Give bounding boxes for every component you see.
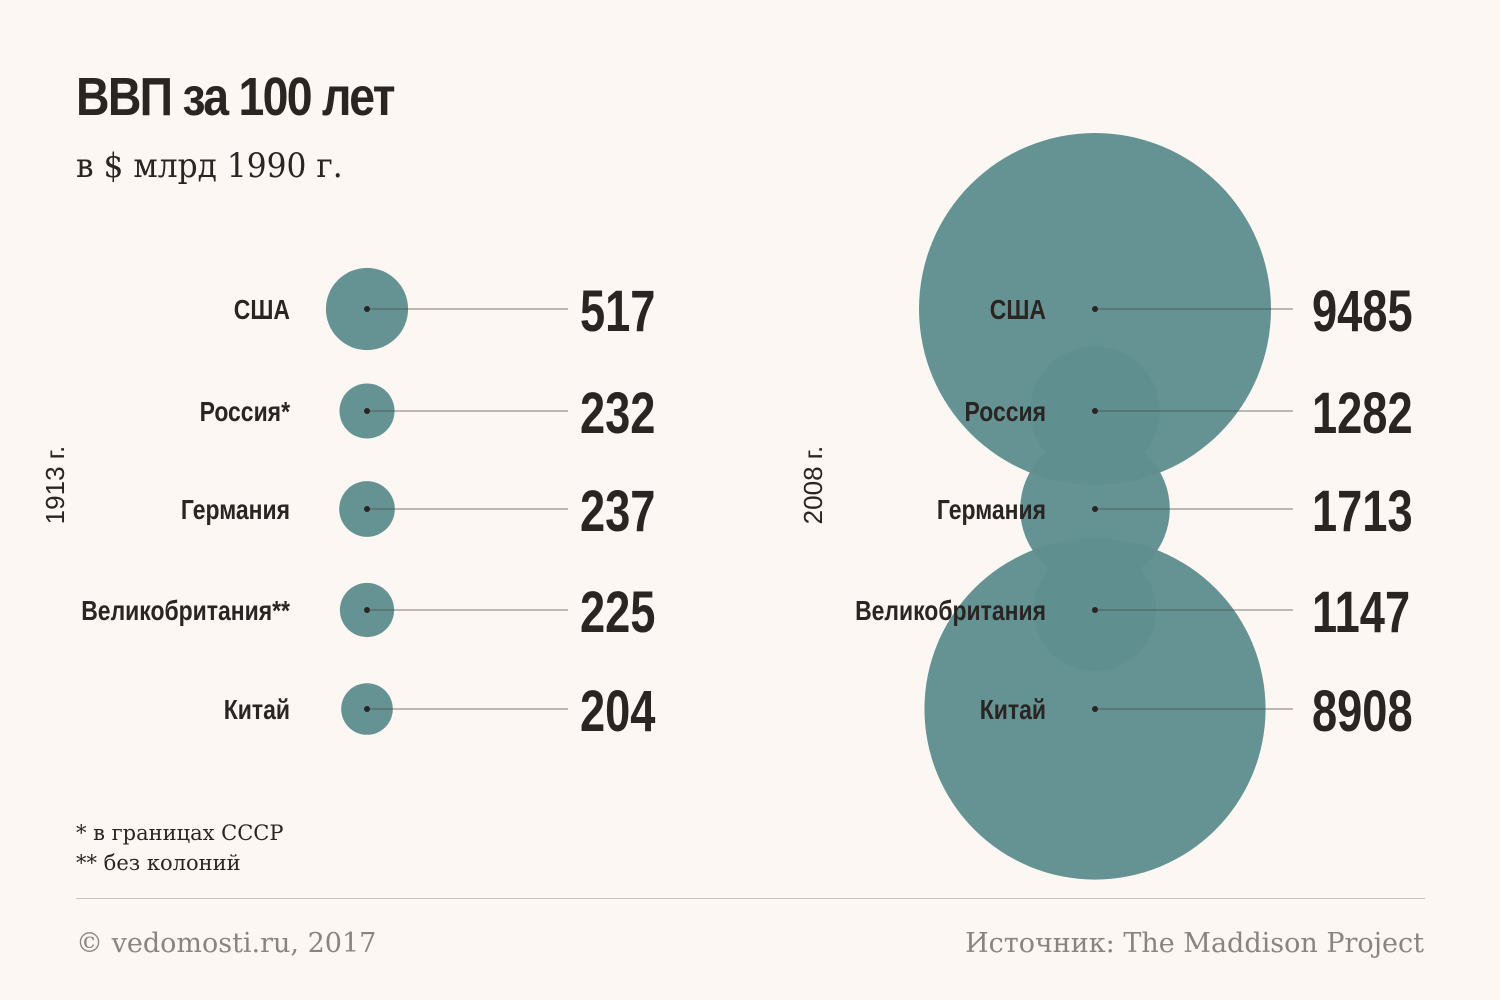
footnote-2: ** без колоний <box>76 851 241 875</box>
country-label-1-3: Великобритания <box>855 596 1046 627</box>
center-dot-1-1 <box>1092 408 1098 414</box>
country-label-0-0: США <box>234 295 290 326</box>
center-dot-0-1 <box>364 408 370 414</box>
source-note: Источник: The Maddison Project <box>965 928 1424 959</box>
country-label-1-4: Китай <box>980 695 1046 726</box>
page-subtitle: в $ млрд 1990 г. <box>76 146 343 186</box>
value-label-0-2: 237 <box>580 480 655 545</box>
center-dot-1-3 <box>1092 607 1098 613</box>
center-dot-0-0 <box>364 306 370 312</box>
country-label-0-3: Великобритания** <box>81 596 290 627</box>
country-label-0-1: Россия* <box>200 397 290 428</box>
value-label-0-4: 204 <box>580 680 656 745</box>
center-dot-0-4 <box>364 706 370 712</box>
center-dot-1-4 <box>1092 706 1098 712</box>
center-dot-0-3 <box>364 607 370 613</box>
value-label-1-0: 9485 <box>1312 280 1413 345</box>
center-dot-1-2 <box>1092 506 1098 512</box>
country-label-1-1: Россия <box>965 397 1046 428</box>
value-label-1-1: 1282 <box>1312 382 1413 447</box>
country-label-0-4: Китай <box>224 695 290 726</box>
value-label-1-4: 8908 <box>1312 680 1413 745</box>
value-label-0-1: 232 <box>580 382 655 447</box>
country-label-0-2: Германия <box>181 495 290 526</box>
center-dot-1-0 <box>1092 306 1098 312</box>
copyright-credit: © vedomosti.ru, 2017 <box>76 928 377 959</box>
footnotes: * в границах СССР ** без колоний <box>76 818 284 878</box>
year-label-0: 1913 г. <box>40 446 70 525</box>
country-label-1-0: США <box>990 295 1046 326</box>
year-label-1: 2008 г. <box>798 446 828 525</box>
value-label-0-3: 225 <box>580 581 655 646</box>
footer-divider <box>76 898 1425 899</box>
country-label-1-2: Германия <box>937 495 1046 526</box>
page-title: ВВП за 100 лет <box>76 67 395 127</box>
footnote-1: * в границах СССР <box>76 821 284 845</box>
value-label-1-2: 1713 <box>1312 480 1413 545</box>
labels-layer: 1913 г. США 517 Россия* 232 Германия 237 Велико… <box>40 280 1413 745</box>
value-label-1-3: 1147 <box>1312 581 1410 646</box>
center-dot-0-2 <box>364 506 370 512</box>
value-label-0-0: 517 <box>580 280 655 345</box>
